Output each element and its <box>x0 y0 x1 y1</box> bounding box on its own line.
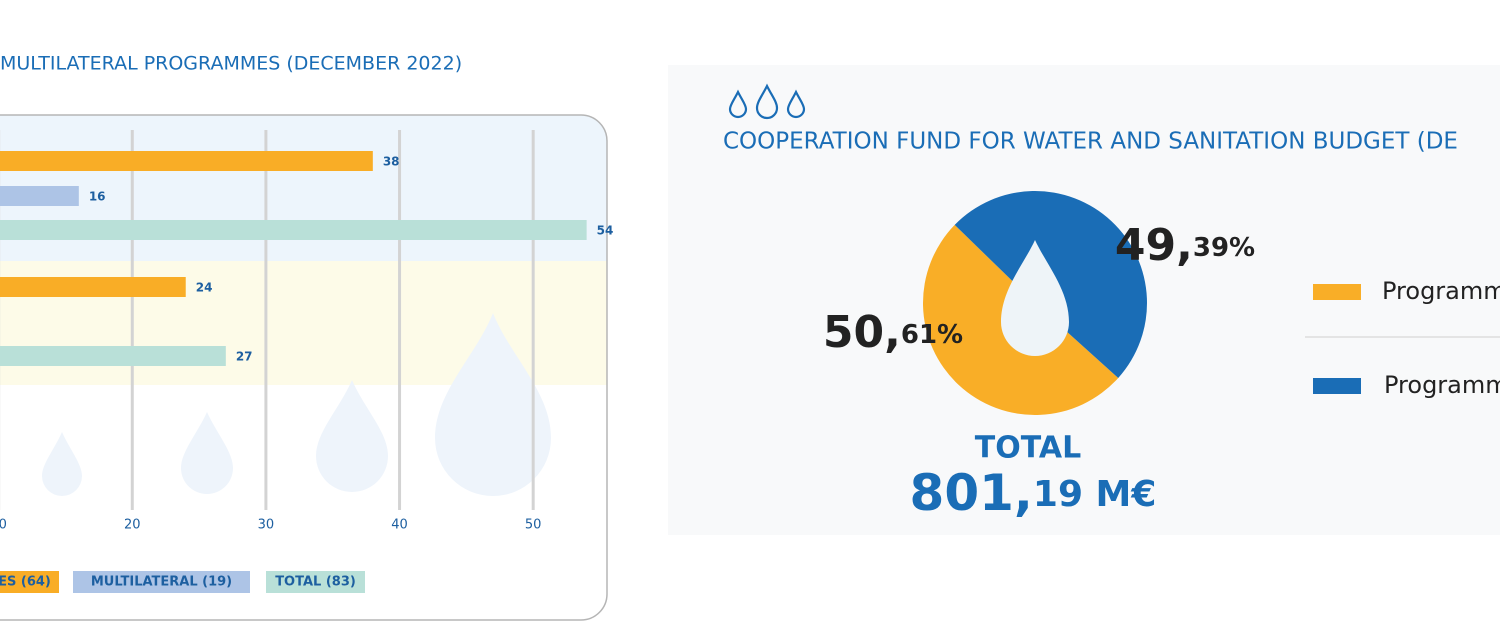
x-tick-label: 50 <box>525 518 542 533</box>
bar-value-label: 54 <box>597 224 614 238</box>
bar <box>0 346 226 366</box>
x-tick-label: 30 <box>258 518 275 533</box>
x-tick-label: 20 <box>124 518 141 533</box>
pie-value-label: 49,39% <box>1115 220 1255 271</box>
panel-border <box>0 114 608 621</box>
total-value: 801,19 M€ <box>910 464 1157 522</box>
left-title: MULTILATERAL PROGRAMMES (DECEMBER 2022) <box>0 53 462 75</box>
legend-label: MULTILATERAL (19) <box>91 575 232 590</box>
x-tick-label: 40 <box>391 518 408 533</box>
x-tick-label: 10 <box>0 518 7 533</box>
bar <box>0 220 587 240</box>
legend-label: TOTAL (83) <box>275 575 356 590</box>
bar-value-label: 38 <box>383 155 400 169</box>
pie-value-label: 50,61% <box>823 307 963 358</box>
total-label: TOTAL <box>975 431 1081 466</box>
legend-swatch <box>266 571 365 593</box>
legend-swatch <box>1313 284 1361 300</box>
legend-label: Programm <box>1384 371 1500 399</box>
legend-label: ES (64) <box>0 575 51 590</box>
bar-value-label: 27 <box>236 350 253 364</box>
legend-swatch <box>1313 378 1361 394</box>
bar-value-label: 24 <box>196 281 213 295</box>
bar <box>0 277 186 297</box>
center-drop <box>1001 240 1069 356</box>
legend-swatch <box>0 571 59 593</box>
right-title: COOPERATION FUND FOR WATER AND SANITATIO… <box>723 129 1458 155</box>
bar-value-label: 16 <box>89 190 106 204</box>
drop-icons <box>728 83 806 120</box>
bar <box>0 151 373 171</box>
legend-swatch <box>73 571 250 593</box>
decor-drops <box>42 313 551 496</box>
legend-label: Programm <box>1382 277 1500 305</box>
bar <box>0 186 79 206</box>
